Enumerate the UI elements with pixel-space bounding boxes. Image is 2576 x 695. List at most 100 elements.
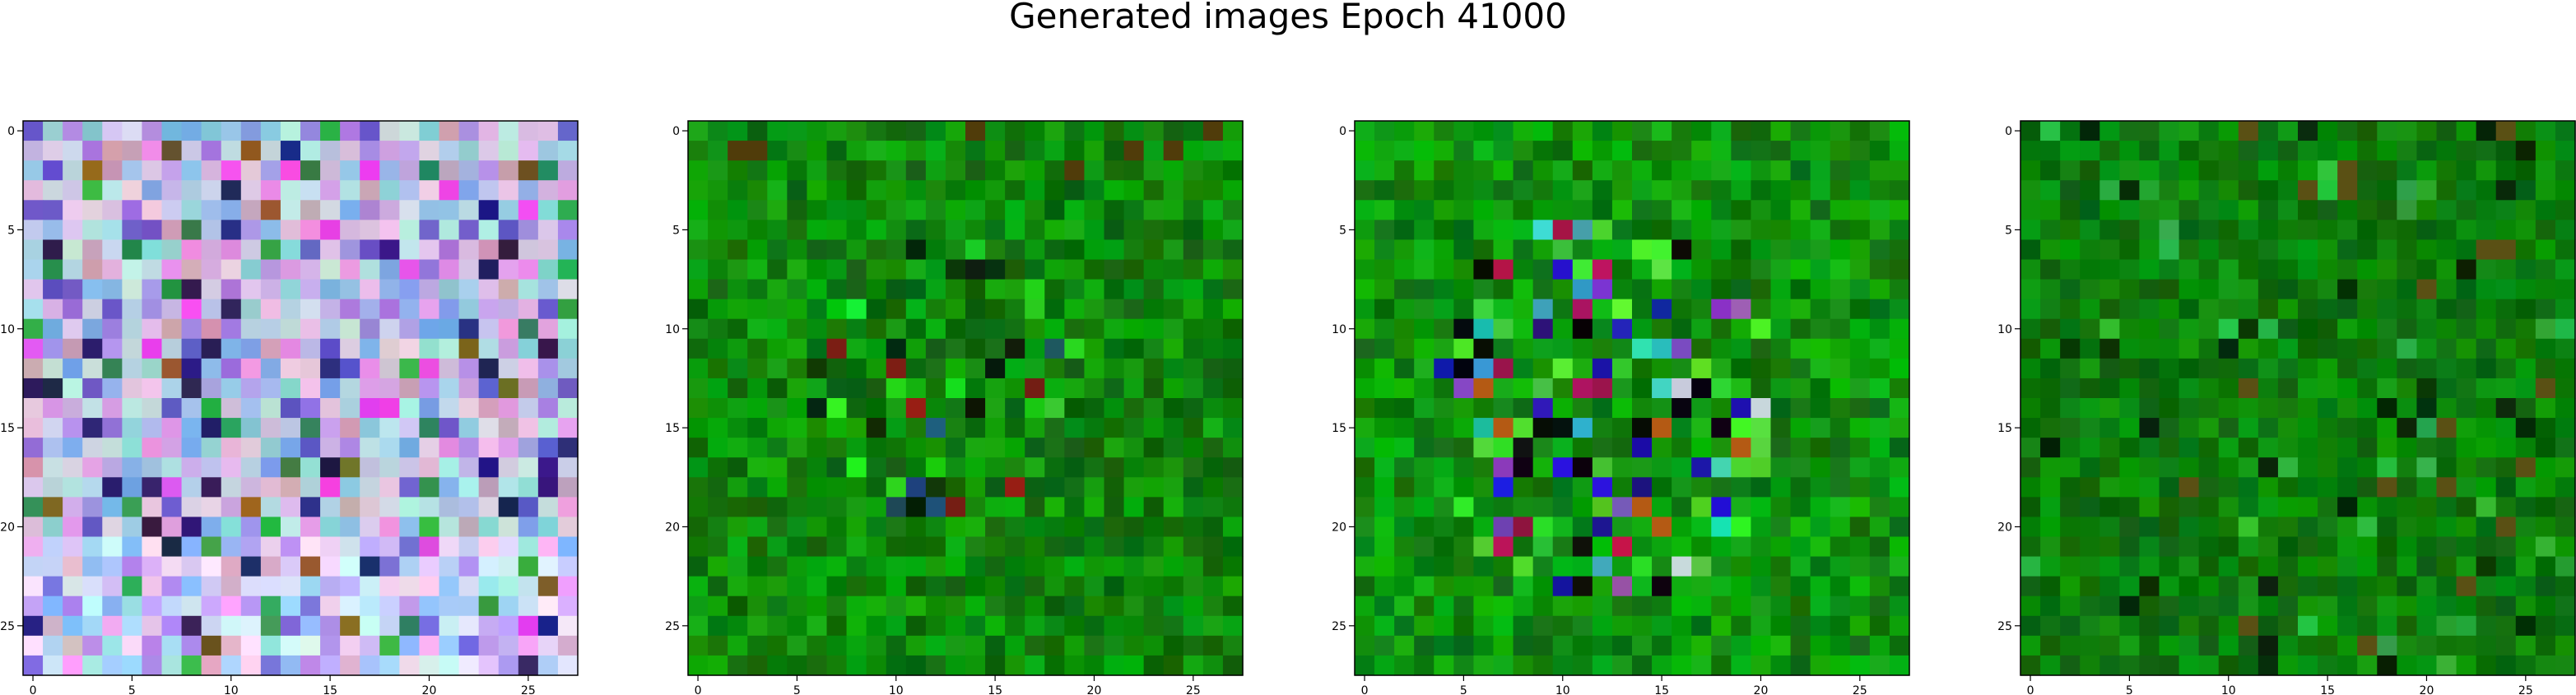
pixel-cell xyxy=(280,398,301,419)
pixel-cell xyxy=(1143,635,1165,656)
pixel-cell xyxy=(787,398,808,419)
x-tick-label: 25 xyxy=(2518,684,2533,695)
pixel-cell xyxy=(2119,279,2141,300)
pixel-cell xyxy=(767,635,788,656)
pixel-cell xyxy=(1632,160,1653,181)
pixel-cell xyxy=(1652,279,1672,300)
pixel-cell xyxy=(688,200,709,220)
pixel-cell xyxy=(965,635,986,656)
pixel-cell xyxy=(1672,457,1692,478)
pixel-cell xyxy=(557,200,579,220)
pixel-cell xyxy=(925,457,946,478)
pixel-cell xyxy=(1830,477,1851,498)
pixel-cell xyxy=(2198,418,2220,438)
pixel-cell xyxy=(1691,635,1712,656)
pixel-cell xyxy=(360,338,380,359)
pixel-cell xyxy=(1869,418,1890,438)
pixel-cell xyxy=(221,220,242,241)
pixel-cell xyxy=(708,358,728,379)
pixel-cell xyxy=(925,576,946,597)
pixel-cell xyxy=(1652,635,1672,656)
pixel-cell xyxy=(1731,141,1752,161)
pixel-cell xyxy=(1025,536,1045,558)
pixel-cell xyxy=(1513,358,1534,379)
pixel-cell xyxy=(2139,338,2160,359)
pixel-cell xyxy=(161,338,183,359)
pixel-cell xyxy=(1374,299,1395,320)
pixel-cell xyxy=(985,536,1006,558)
pixel-cell xyxy=(399,398,421,419)
pixel-cell xyxy=(787,418,808,438)
pixel-cell xyxy=(537,259,559,280)
pixel-cell xyxy=(2099,318,2120,340)
pixel-cell xyxy=(1611,358,1633,379)
pixel-cell xyxy=(1473,615,1495,637)
pixel-cell xyxy=(280,457,301,478)
pixel-cell xyxy=(1025,398,1045,419)
pixel-cell xyxy=(1005,180,1025,201)
pixel-cell xyxy=(866,259,887,280)
pixel-cell xyxy=(2040,635,2061,656)
pixel-cell xyxy=(2298,655,2318,676)
pixel-cell xyxy=(1532,418,1554,438)
pixel-cell xyxy=(280,418,301,438)
pixel-cell xyxy=(2178,200,2200,220)
pixel-cell xyxy=(1711,378,1732,399)
pixel-cell xyxy=(1889,457,1910,478)
pixel-cell xyxy=(122,517,143,538)
pixel-cell xyxy=(557,318,579,340)
pixel-cell xyxy=(2218,358,2239,379)
pixel-cell xyxy=(161,318,183,340)
pixel-cell xyxy=(320,180,341,201)
pixel-cell xyxy=(787,378,808,399)
pixel-cell xyxy=(1453,595,1475,617)
pixel-cell xyxy=(2099,358,2120,379)
pixel-cell xyxy=(807,358,828,379)
pixel-cell xyxy=(340,398,360,419)
pixel-cell xyxy=(518,358,539,379)
pixel-cell xyxy=(122,141,143,161)
pixel-cell xyxy=(260,457,281,478)
pixel-cell xyxy=(379,517,400,538)
pixel-cell xyxy=(63,517,83,538)
pixel-cell xyxy=(1672,378,1692,399)
pixel-cell xyxy=(1183,121,1204,141)
pixel-cell xyxy=(945,457,966,478)
pixel-cell xyxy=(2397,358,2418,379)
pixel-cell xyxy=(905,517,927,538)
pixel-cell xyxy=(1889,517,1910,538)
pixel-cell xyxy=(300,517,321,538)
pixel-cell xyxy=(1453,477,1475,498)
pixel-cell xyxy=(537,517,559,538)
pixel-cell xyxy=(747,438,768,458)
pixel-cell xyxy=(1084,477,1105,498)
pixel-cell xyxy=(2357,160,2378,181)
pixel-cell xyxy=(747,517,768,538)
pixel-cell xyxy=(320,121,341,141)
pixel-cell xyxy=(2357,556,2378,577)
pixel-cell xyxy=(2495,398,2517,419)
pixel-cell xyxy=(1473,121,1495,141)
pixel-cell xyxy=(728,358,748,379)
pixel-cell xyxy=(1691,358,1712,379)
pixel-cell xyxy=(260,398,281,419)
pixel-cell xyxy=(1104,576,1125,597)
pixel-cell xyxy=(1104,635,1125,656)
pixel-cell xyxy=(905,615,927,637)
pixel-cell xyxy=(399,418,421,438)
pixel-cell xyxy=(945,358,966,379)
pixel-cell xyxy=(2119,121,2141,141)
pixel-cell xyxy=(1889,121,1910,141)
pixel-cell xyxy=(2397,378,2418,399)
y-tick-label: 20 xyxy=(1997,521,2012,534)
pixel-cell xyxy=(379,457,400,478)
pixel-cell xyxy=(767,536,788,558)
pixel-cell xyxy=(1790,259,1811,280)
pixel-cell xyxy=(2377,220,2397,241)
pixel-cell xyxy=(1532,398,1554,419)
pixel-cell xyxy=(1632,338,1653,359)
pixel-cell xyxy=(1025,318,1045,340)
pixel-cell xyxy=(688,615,709,637)
pixel-cell xyxy=(1163,615,1184,637)
